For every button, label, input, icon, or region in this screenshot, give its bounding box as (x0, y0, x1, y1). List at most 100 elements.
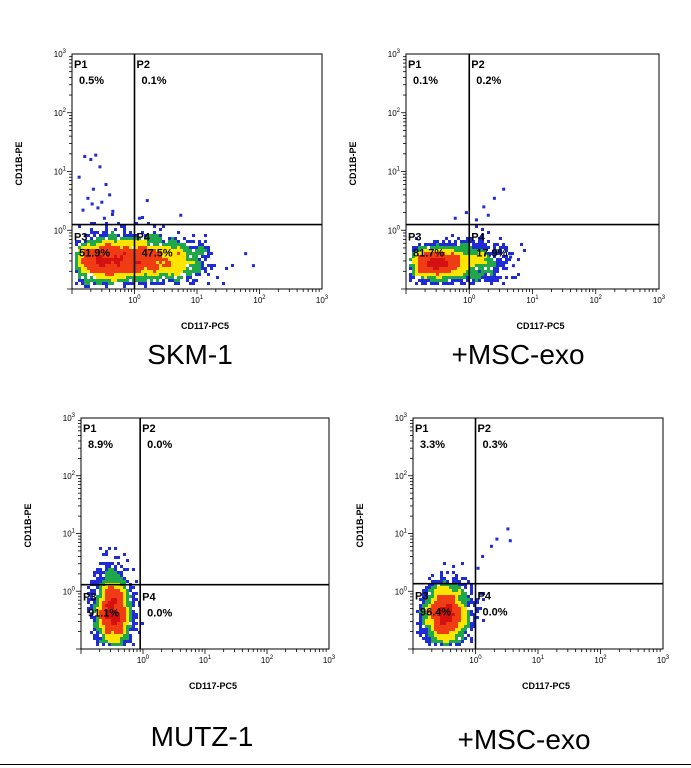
density-cell (204, 240, 207, 243)
density-cell (415, 273, 418, 276)
density-cell (99, 604, 102, 607)
density-cell (126, 267, 129, 270)
density-cell (189, 273, 192, 276)
density-cell (138, 282, 141, 285)
density-cell (126, 261, 129, 264)
density-cell (96, 255, 99, 258)
density-cell (96, 634, 99, 637)
density-cell (440, 631, 443, 634)
outlier-event (90, 202, 94, 206)
density-cell (111, 643, 114, 646)
density-cell (440, 625, 443, 628)
density-cell (105, 640, 108, 643)
density-cell (412, 267, 415, 270)
density-cell (84, 261, 87, 264)
density-cell (108, 237, 111, 240)
density-cell (455, 619, 458, 622)
density-cell (102, 562, 105, 565)
density-cell (84, 276, 87, 279)
y-tick-label: 102 (388, 108, 401, 118)
density-cell (174, 282, 177, 285)
x-axis-title: CD117-PC5 (189, 681, 237, 691)
density-cell (120, 610, 123, 613)
density-cell (436, 243, 439, 246)
y-tick-label: 101 (63, 529, 76, 539)
density-cell (455, 580, 458, 583)
density-cell (153, 273, 156, 276)
density-cell (102, 267, 105, 270)
density-cell (425, 637, 428, 640)
density-cell (108, 589, 111, 592)
density-cell (168, 273, 171, 276)
density-cell (93, 246, 96, 249)
density-cell (452, 610, 455, 613)
density-cell (186, 258, 189, 261)
outlier-event (506, 527, 510, 531)
density-cell (431, 598, 434, 601)
density-cell (129, 613, 132, 616)
density-cell (198, 243, 201, 246)
density-cell (186, 273, 189, 276)
density-cell (493, 243, 496, 246)
density-cell (117, 574, 120, 577)
density-cell (159, 246, 162, 249)
density-cell (105, 279, 108, 282)
density-cell (448, 264, 451, 267)
density-cell (114, 240, 117, 243)
density-cell (454, 249, 457, 252)
density-cell (108, 276, 111, 279)
density-cell (484, 279, 487, 282)
density-cell (463, 249, 466, 252)
density-cell (174, 270, 177, 273)
density-cell (469, 249, 472, 252)
density-cell (436, 240, 439, 243)
density-cell (183, 243, 186, 246)
density-cell (463, 273, 466, 276)
density-cell (421, 267, 424, 270)
density-cell (457, 261, 460, 264)
density-cell (87, 249, 90, 252)
outlier-event (251, 264, 255, 268)
density-cell (434, 631, 437, 634)
density-cell (102, 258, 105, 261)
density-cell (425, 586, 428, 589)
density-cell (111, 213, 114, 216)
density-cell (425, 631, 428, 634)
density-cell (120, 628, 123, 631)
density-cell (81, 255, 84, 258)
outlier-event (502, 187, 506, 191)
density-cell (123, 255, 126, 258)
density-cell (159, 273, 162, 276)
density-cell (159, 255, 162, 258)
density-cell (102, 571, 105, 574)
density-cell (102, 631, 105, 634)
density-cell (442, 270, 445, 273)
density-cell (132, 616, 135, 619)
density-cell (436, 246, 439, 249)
density-cell (123, 264, 126, 267)
outlier-event (508, 539, 512, 543)
density-cell (126, 610, 129, 613)
density-cell (111, 619, 114, 622)
x-tick-label: 102 (590, 295, 603, 305)
density-cell (180, 249, 183, 252)
density-cell (421, 252, 424, 255)
density-cell (421, 258, 424, 261)
density-cell (425, 634, 428, 637)
x-tick-label: 102 (594, 655, 607, 665)
density-cell (452, 592, 455, 595)
density-cell (93, 622, 96, 625)
x-tick-label: 102 (261, 655, 274, 665)
density-cell (123, 631, 126, 634)
density-cell (481, 252, 484, 255)
density-cell (99, 613, 102, 616)
density-cell (135, 267, 138, 270)
density-cell (81, 267, 84, 270)
density-cell (129, 246, 132, 249)
density-cell (105, 282, 108, 285)
density-cell (96, 643, 99, 646)
density-cell (114, 607, 117, 610)
density-cell (93, 625, 96, 628)
density-cell (102, 613, 105, 616)
density-cell (117, 631, 120, 634)
